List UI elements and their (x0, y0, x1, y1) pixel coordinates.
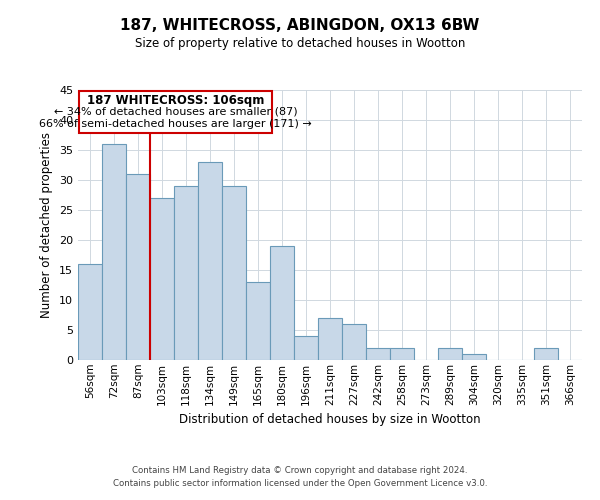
Bar (318, 318, 342, 360)
Bar (174, 186, 198, 360)
Bar (198, 162, 222, 360)
Text: Size of property relative to detached houses in Wootton: Size of property relative to detached ho… (135, 38, 465, 51)
Bar (222, 186, 246, 360)
Text: Contains HM Land Registry data © Crown copyright and database right 2024.
Contai: Contains HM Land Registry data © Crown c… (113, 466, 487, 487)
Text: ← 34% of detached houses are smaller (87): ← 34% of detached houses are smaller (87… (54, 107, 298, 117)
Bar (126, 174, 150, 360)
Bar (462, 354, 486, 360)
Y-axis label: Number of detached properties: Number of detached properties (40, 132, 53, 318)
Bar (534, 348, 558, 360)
Bar (246, 282, 270, 360)
Bar (150, 198, 174, 360)
Bar (366, 348, 390, 360)
Text: 187 WHITECROSS: 106sqm: 187 WHITECROSS: 106sqm (87, 94, 265, 106)
Bar (342, 324, 366, 360)
Text: 66% of semi-detached houses are larger (171) →: 66% of semi-detached houses are larger (… (40, 119, 312, 129)
Text: 187, WHITECROSS, ABINGDON, OX13 6BW: 187, WHITECROSS, ABINGDON, OX13 6BW (121, 18, 479, 32)
Bar (438, 348, 462, 360)
X-axis label: Distribution of detached houses by size in Wootton: Distribution of detached houses by size … (179, 413, 481, 426)
Bar (270, 246, 294, 360)
FancyBboxPatch shape (79, 91, 272, 133)
Bar (390, 348, 414, 360)
Bar (294, 336, 318, 360)
Bar (78, 264, 102, 360)
Bar (102, 144, 126, 360)
